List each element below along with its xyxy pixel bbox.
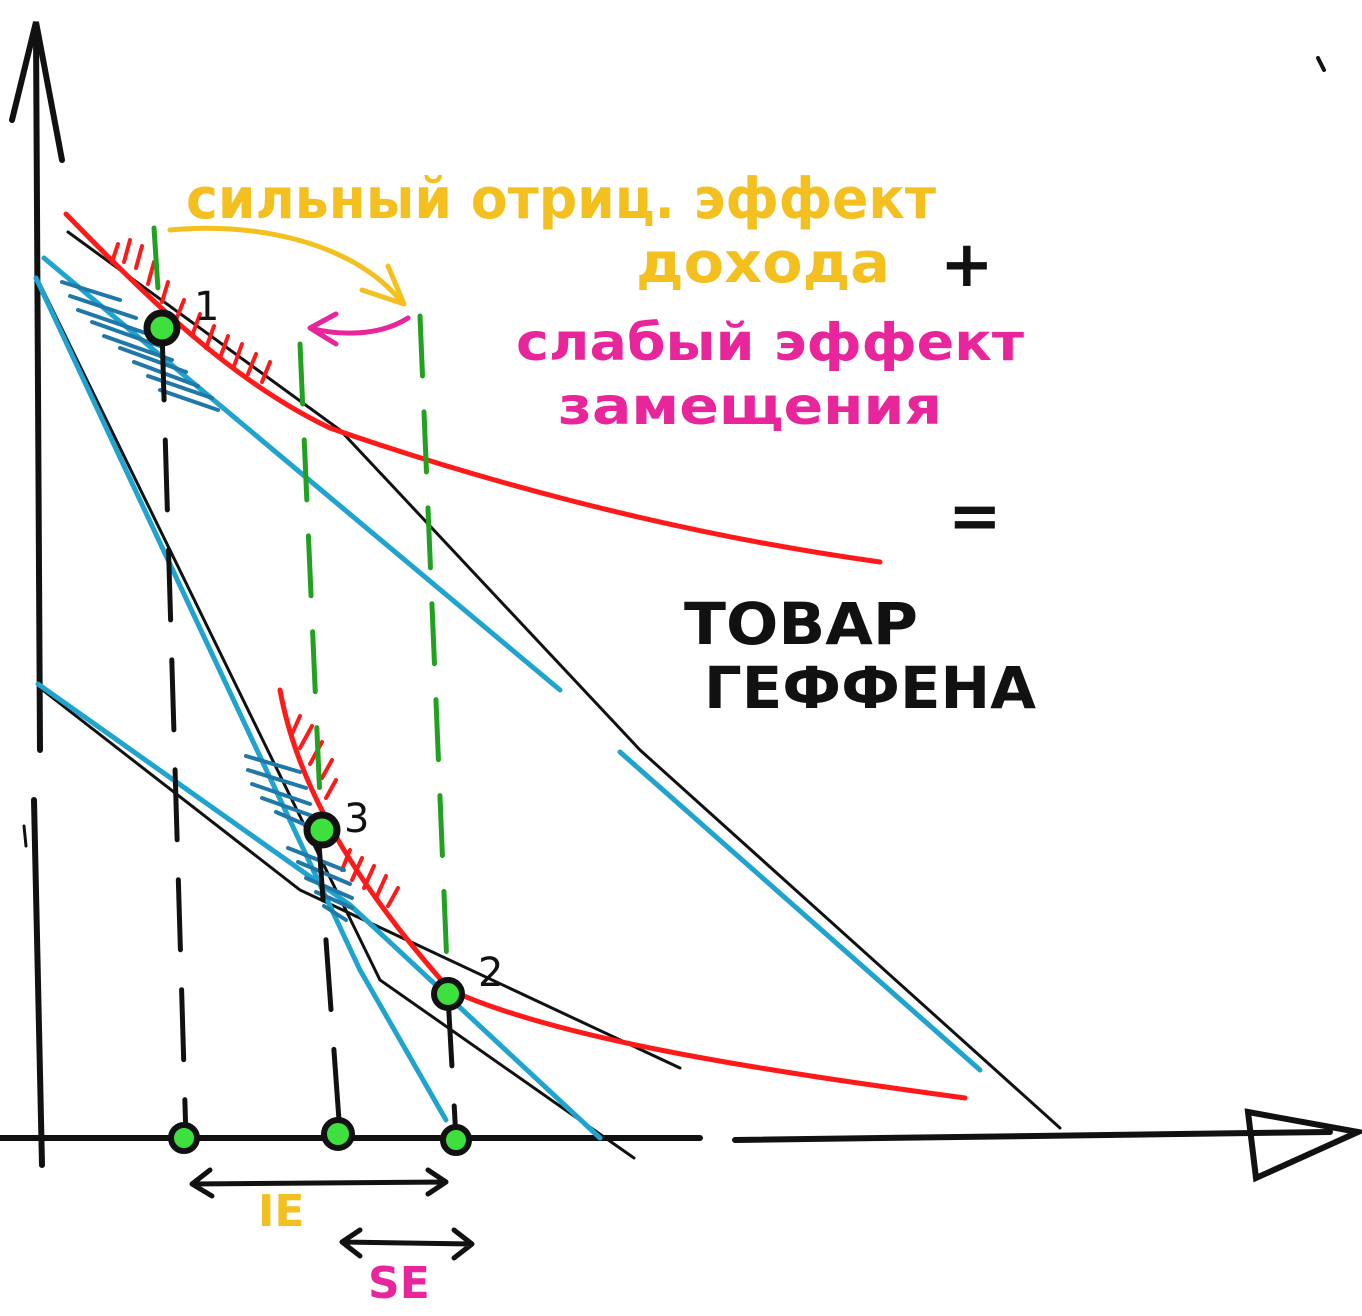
axes [0,21,1362,1183]
points [143,309,465,1011]
point-2-label: 2 [478,950,503,996]
substitution-effect-arrow-icon [307,311,411,347]
guide-lines-green [151,225,451,993]
stray-mark-2 [22,824,28,848]
budget-line-blue-2 [33,275,449,1123]
axis-point-1 [168,1122,200,1154]
hatching-red-1 [110,238,272,384]
result-label-2: ГЕФФЕНА [704,654,1036,722]
result-label-1: ТОВАР [684,590,918,658]
budget-line-1 [66,230,1062,1130]
point-3 [303,811,341,849]
ie-arrow-icon [189,1167,449,1199]
guide-green-2 [417,313,451,993]
x-axis-arrow-icon [1244,1108,1362,1183]
ie-label: IE [258,1186,304,1237]
hatching-blue-3 [244,754,354,922]
plus-sign: + [940,228,994,302]
hatching-blue-1 [60,280,220,412]
se-label: SE [368,1258,430,1309]
axis-points [168,1117,472,1156]
equals-sign: = [948,480,1002,554]
se-arrow-icon [339,1227,475,1261]
y-axis [31,27,45,1168]
income-effect-label-1: сильный отриц. эффект [186,167,937,232]
axis-point-3 [321,1117,355,1151]
point-3-label: 3 [344,796,369,842]
budget-lines-blue [33,255,983,1141]
substitution-effect-label-1: слабый эффект [516,313,1024,373]
point-2 [431,977,465,1011]
guide-green-3 [297,341,323,803]
budget-lines-black [36,230,1062,1160]
budget-line-2 [36,278,636,1160]
indifference-curve-1 [63,211,883,565]
bottom-arrows [189,1167,475,1261]
y-axis-arrow-icon [9,21,65,163]
effect-arrows [167,225,411,347]
budget-line-3 [38,686,682,1070]
income-effect-arrow-icon [167,225,407,307]
budget-line-blue-1 [41,255,983,1073]
income-effect-label-2: дохода [636,231,890,296]
substitution-effect-label-2: замещения [558,377,942,437]
point-1 [143,309,181,347]
guide-black-2 [445,993,459,1141]
guide-green-1 [151,225,163,323]
point-1-label: 1 [194,284,219,330]
axis-point-2 [440,1124,472,1156]
guide-black-1 [159,327,189,1141]
stray-mark [1316,56,1326,72]
guide-black-3 [315,827,343,1137]
guide-lines-black [159,327,459,1141]
indifference-curve-2 [277,687,968,1101]
indifference-curves [63,211,968,1101]
